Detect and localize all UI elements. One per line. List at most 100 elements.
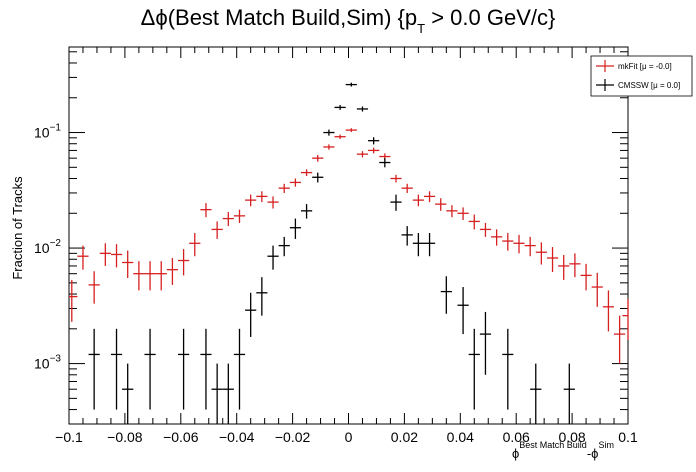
data-point bbox=[622, 299, 629, 341]
x-tick-label: 0.04 bbox=[447, 429, 474, 445]
data-point bbox=[323, 129, 335, 136]
data-point bbox=[502, 328, 514, 410]
data-point bbox=[345, 82, 357, 87]
data-point bbox=[368, 137, 380, 145]
data-point bbox=[390, 174, 402, 183]
y-tick-label: 10−2 bbox=[34, 238, 61, 256]
data-point bbox=[401, 183, 413, 193]
y-axis: 10−3 10−2 10−1 bbox=[34, 51, 628, 425]
data-point bbox=[155, 261, 167, 291]
legend-marker-mkfit bbox=[596, 60, 614, 72]
chart-title-main: Δϕ(Best Match Build,Sim) {p bbox=[141, 5, 417, 30]
data-point bbox=[88, 271, 100, 304]
data-point bbox=[602, 290, 615, 332]
x-tick-label: 0.1 bbox=[618, 429, 638, 445]
legend: mkFit [μ = -0.0] CMSSW [μ = 0.0] bbox=[590, 55, 693, 97]
legend-label-mkfit: mkFit [μ = -0.0] bbox=[618, 62, 672, 71]
data-point bbox=[122, 250, 134, 279]
data-point bbox=[312, 154, 324, 162]
chart-title-rest: > 0.0 GeV/c} bbox=[425, 5, 555, 30]
data-point bbox=[356, 106, 369, 112]
data-point bbox=[546, 247, 559, 273]
data-point bbox=[524, 236, 536, 257]
x-tick-label: −0.08 bbox=[107, 429, 143, 445]
data-point bbox=[334, 134, 346, 139]
data-point bbox=[245, 194, 257, 207]
x-tick-label: −0.1 bbox=[55, 429, 83, 445]
data-point bbox=[300, 169, 313, 177]
data-point bbox=[267, 196, 279, 209]
chart-title-subscript: T bbox=[417, 21, 425, 36]
x-axis-label: ϕBest Match Build-ϕSim bbox=[512, 440, 614, 461]
data-point bbox=[110, 244, 123, 268]
data-point bbox=[312, 172, 324, 183]
plot-frame bbox=[68, 46, 629, 425]
data-point bbox=[368, 147, 380, 154]
data-point bbox=[479, 222, 492, 237]
x-tick-label: −0.06 bbox=[163, 429, 199, 445]
data-point bbox=[77, 245, 89, 270]
data-point bbox=[412, 194, 424, 207]
x-tick-label: 0.02 bbox=[391, 429, 418, 445]
data-point bbox=[211, 363, 223, 424]
data-point bbox=[535, 242, 547, 265]
data-point bbox=[289, 178, 301, 187]
data-point bbox=[468, 328, 480, 410]
x-tick-label: −0.04 bbox=[219, 429, 255, 445]
data-point bbox=[122, 363, 134, 424]
data-point bbox=[563, 363, 575, 424]
data-series bbox=[69, 82, 629, 424]
data-point bbox=[99, 243, 111, 266]
data-point bbox=[222, 363, 234, 424]
data-point bbox=[479, 311, 492, 375]
data-point bbox=[233, 328, 246, 410]
data-point bbox=[211, 221, 223, 239]
chart-title: Δϕ(Best Match Build,Sim) {pT > 0.0 GeV/c… bbox=[141, 5, 556, 36]
data-point bbox=[390, 194, 402, 211]
data-point bbox=[457, 207, 469, 220]
data-point bbox=[144, 328, 156, 410]
x-axis-label-phi1: ϕ bbox=[512, 446, 519, 461]
data-point bbox=[200, 203, 212, 218]
data-point bbox=[133, 261, 145, 291]
series-cmssw bbox=[88, 82, 575, 424]
legend-label-cmssw: CMSSW [μ = 0.0] bbox=[618, 81, 680, 90]
data-point bbox=[345, 128, 357, 133]
data-point bbox=[88, 328, 100, 410]
x-tick-label: 0 bbox=[345, 429, 353, 445]
data-point bbox=[614, 315, 626, 364]
data-point bbox=[256, 191, 268, 203]
data-point bbox=[401, 226, 413, 246]
x-tick-label: 0.08 bbox=[558, 429, 585, 445]
data-point bbox=[278, 236, 290, 257]
series-mkfit bbox=[69, 128, 629, 364]
y-tick-label: 10−1 bbox=[34, 123, 61, 141]
x-axis-label-mid: -ϕ bbox=[587, 446, 599, 461]
data-point bbox=[356, 151, 369, 158]
data-point bbox=[323, 144, 335, 150]
data-point bbox=[144, 261, 156, 291]
x-axis: −0.1 −0.08 −0.06 −0.04 −0.02 0 0.02 0.04 0.06 0.0… bbox=[55, 47, 638, 445]
data-point bbox=[435, 198, 447, 211]
data-point bbox=[423, 191, 436, 203]
data-point bbox=[300, 204, 313, 219]
data-point bbox=[233, 209, 246, 223]
x-tick-label: 0.06 bbox=[503, 429, 530, 445]
x-axis-label-sub1: Best Match Build bbox=[519, 440, 587, 450]
y-axis-label: Fraction of Tracks bbox=[10, 176, 25, 280]
data-point bbox=[423, 233, 436, 257]
data-point bbox=[245, 292, 257, 337]
data-point bbox=[491, 229, 503, 246]
data-point bbox=[412, 233, 424, 257]
data-point bbox=[200, 328, 212, 410]
data-point bbox=[580, 263, 592, 291]
x-tick-label: −0.02 bbox=[275, 429, 311, 445]
data-point bbox=[457, 287, 469, 335]
data-point bbox=[189, 233, 201, 257]
data-point bbox=[569, 253, 581, 278]
data-point bbox=[530, 363, 542, 424]
data-point bbox=[178, 328, 190, 410]
data-point bbox=[379, 158, 391, 168]
data-point bbox=[513, 234, 525, 254]
data-point bbox=[278, 183, 290, 193]
